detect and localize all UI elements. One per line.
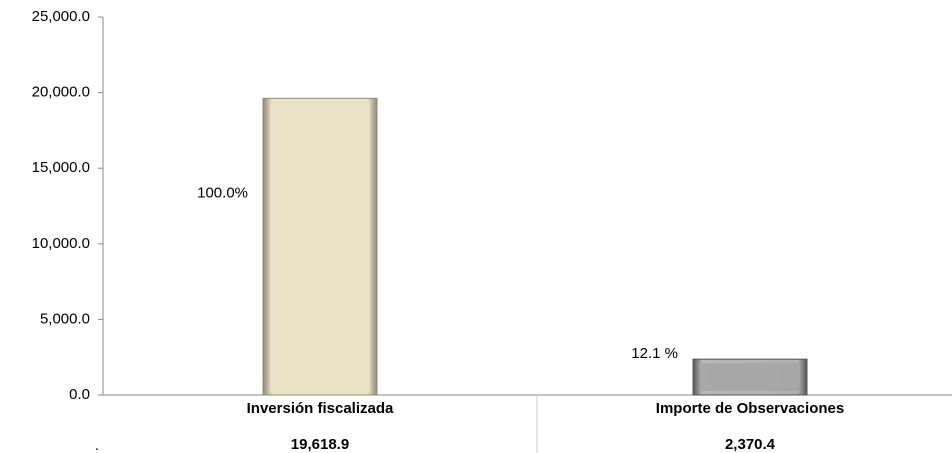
annotation: 12.1 % xyxy=(631,345,678,362)
x-tick-label: Importe de Observaciones xyxy=(656,400,844,417)
y-tick-label: 0.0 xyxy=(69,386,90,403)
annotation: 100.0% xyxy=(197,184,248,201)
y-tick-label: 20,000.0 xyxy=(32,84,90,101)
value-label: 2,370.4 xyxy=(725,436,776,453)
y-tick-label: 25,000.0 xyxy=(32,8,90,25)
bar-highlight xyxy=(700,363,800,391)
y-tick-label: 5,000.0 xyxy=(40,310,90,327)
row-label: . xyxy=(95,437,99,453)
y-tick-label: 15,000.0 xyxy=(32,159,90,176)
value-label: 19,618.9 xyxy=(291,436,349,453)
bar-highlight xyxy=(270,102,370,391)
y-tick-label: 10,000.0 xyxy=(32,235,90,252)
x-tick-label: Inversión fiscalizada xyxy=(247,400,394,417)
